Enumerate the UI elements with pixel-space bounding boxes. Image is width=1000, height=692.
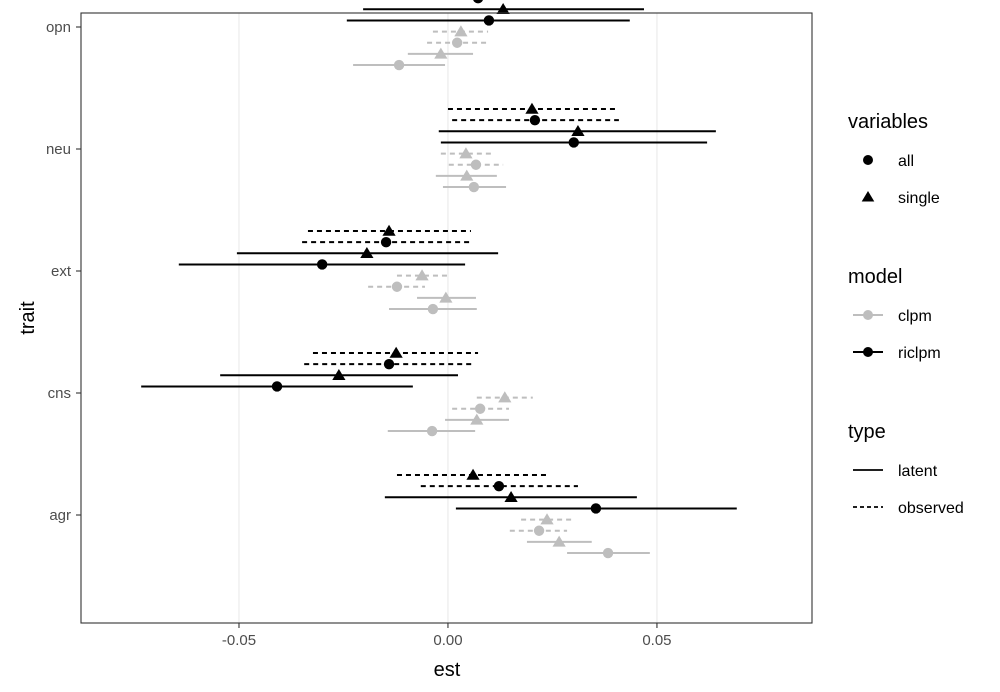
legend-label-single: single: [898, 190, 940, 207]
pointrange-neu-riclpm-observed-all: [452, 114, 619, 126]
pointrange-neu-riclpm-observed-single: [447, 102, 616, 114]
pointrange-opn-riclpm-latent-all: [346, 15, 630, 26]
pointrange-ext-clpm-latent-all: [389, 303, 477, 315]
y-tick-label: neu: [46, 141, 71, 158]
pointrange-ext-riclpm-observed-single: [307, 224, 471, 236]
pointrange-agr-clpm-observed-single: [521, 513, 574, 525]
pointrange-neu-clpm-observed-all: [448, 159, 504, 170]
legend-circle-icon: [863, 347, 873, 357]
pointrange-cns-clpm-latent-single: [445, 413, 509, 425]
pointrange-cns-riclpm-observed-all: [304, 358, 476, 370]
legend-title-type: type: [848, 421, 886, 443]
y-axis: opn neu ext cns agr: [46, 19, 81, 524]
estimate-intervals: [141, 0, 737, 559]
pointrange-opn-clpm-observed-all: [427, 37, 487, 48]
pointrange-ext-clpm-latent-single: [417, 291, 476, 303]
pointrange-opn-riclpm-observed-all: [473, 0, 483, 4]
pointrange-cns-riclpm-observed-single: [312, 346, 479, 358]
x-axis-title: est: [434, 659, 461, 681]
legend-triangle-icon: [861, 191, 875, 202]
panel-border: [80, 12, 813, 624]
pointrange-cns-riclpm-latent-all: [141, 381, 413, 392]
y-tick-label: cns: [48, 385, 71, 402]
legend-label-latent: latent: [898, 463, 938, 480]
legend-circle-icon: [863, 310, 873, 320]
pointrange-agr-clpm-latent-single: [526, 535, 592, 547]
pointrange-agr-clpm-latent-all: [567, 547, 650, 559]
pointrange-neu-clpm-observed-single: [440, 147, 492, 159]
pointrange-ext-riclpm-latent-single: [236, 247, 499, 259]
pointrange-opn-clpm-latent-single: [407, 47, 474, 59]
pointrange-ext-riclpm-latent-all: [178, 259, 466, 270]
pointrange-ext-riclpm-observed-all: [302, 236, 471, 248]
legend-label-observed: observed: [898, 500, 964, 517]
pointrange-agr-riclpm-latent-single: [384, 491, 637, 503]
legend: variables all single model clpm riclpm type lat…: [848, 111, 964, 517]
legend-label-clpm: clpm: [898, 308, 932, 325]
y-tick-label: opn: [46, 19, 71, 36]
legend-title-model: model: [848, 266, 902, 288]
pointrange-opn-riclpm-latent-single: [363, 3, 644, 15]
pointrange-cns-clpm-observed-all: [452, 403, 509, 414]
x-tick-label: 0.05: [642, 632, 671, 649]
x-axis: -0.05 0.00 0.05: [222, 623, 672, 649]
pointrange-agr-clpm-observed-all: [509, 525, 568, 536]
pointrange-agr-riclpm-latent-all: [455, 503, 737, 514]
y-axis-title: trait: [17, 301, 39, 335]
pointrange-opn-clpm-observed-single: [432, 25, 489, 37]
pointrange-agr-riclpm-observed-all: [420, 480, 578, 492]
pointrange-agr-riclpm-observed-single: [396, 468, 550, 480]
pointrange-neu-riclpm-latent-single: [438, 125, 716, 137]
legend-label-all: all: [898, 153, 914, 170]
pointrange-neu-clpm-latent-single: [435, 169, 497, 181]
x-tick-label: 0.00: [433, 632, 462, 649]
pointrange-cns-riclpm-latent-single: [220, 369, 458, 381]
pointrange-ext-clpm-observed-single: [396, 269, 448, 281]
pointrange-ext-clpm-observed-all: [368, 281, 425, 292]
pointrange-cns-clpm-observed-single: [476, 391, 533, 403]
gridlines: [238, 13, 658, 623]
pointrange-neu-clpm-latent-all: [442, 181, 507, 193]
pointrange-opn-clpm-latent-all: [353, 59, 446, 71]
pointrange-neu-riclpm-latent-all: [440, 137, 708, 148]
pointrange-cns-clpm-latent-all: [387, 425, 476, 437]
legend-label-riclpm: riclpm: [898, 345, 941, 362]
legend-title-variables: variables: [848, 111, 928, 133]
legend-circle-icon: [863, 155, 873, 165]
x-tick-label: -0.05: [222, 632, 256, 649]
y-tick-label: agr: [49, 507, 71, 524]
y-tick-label: ext: [51, 263, 72, 280]
